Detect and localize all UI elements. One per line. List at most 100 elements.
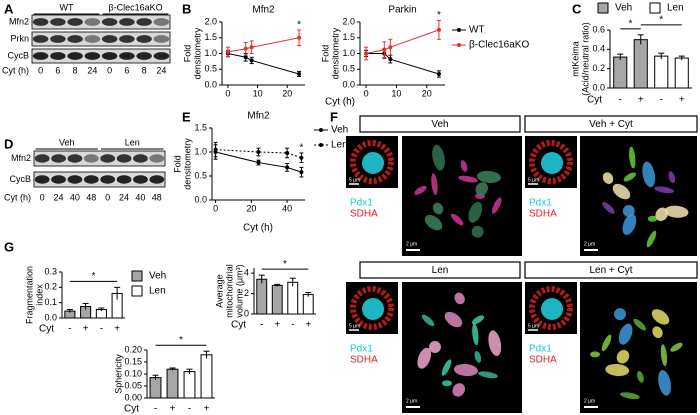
x-axis-label: Cyt (h) <box>243 223 273 234</box>
lane-label: 48 <box>86 192 96 202</box>
panel-letter: B <box>182 1 191 16</box>
blot-band <box>136 35 152 43</box>
y-axis-label: Fold <box>172 155 182 173</box>
bar <box>149 377 162 399</box>
point <box>285 150 290 155</box>
x-tick-label: + <box>679 95 685 106</box>
scale-label: 2 μm <box>406 241 417 247</box>
x-tick-label: - <box>619 95 622 106</box>
legend-swatch <box>649 2 661 14</box>
lane-label: 0 <box>105 192 110 202</box>
y-tick-label: 0.0 <box>44 312 57 322</box>
x-tick-label: + <box>204 404 210 415</box>
blot-row-label: CycB <box>7 50 29 60</box>
x-tick-label: - <box>154 404 157 415</box>
blot-band <box>50 35 66 43</box>
pdx1-nucleus <box>362 298 384 320</box>
pdx1-nucleus <box>541 152 563 174</box>
bar <box>633 39 648 89</box>
mito-blob <box>458 175 478 183</box>
x-tick-label: - <box>100 324 103 335</box>
blot-band <box>133 175 148 184</box>
blot-strip <box>33 150 166 167</box>
y-tick-label: 0.0 <box>342 79 355 89</box>
y-tick-label: 0.4 <box>592 44 605 54</box>
lane-label: 0 <box>107 65 112 75</box>
y-tick-label: 0.20 <box>124 344 142 354</box>
y-axis-label: densitometry <box>330 27 340 79</box>
blot-band <box>34 175 50 184</box>
mito-blob <box>475 182 489 196</box>
blot-band <box>119 52 135 60</box>
blot-axis-label: Cyt (h) <box>2 65 29 75</box>
y-tick-label: 0.00 <box>124 392 142 402</box>
legend-label: Len <box>149 286 166 297</box>
blot-band <box>101 18 118 26</box>
lane-label: 8 <box>73 65 78 75</box>
significance: * <box>629 18 633 29</box>
blot-band <box>153 35 170 43</box>
x-tick-label: - <box>188 404 191 415</box>
x-tick-label: 20 <box>422 88 432 98</box>
significance: * <box>283 259 287 270</box>
mito-blob <box>590 351 601 358</box>
mito-blob <box>441 359 452 376</box>
x-axis-label: Cyt (h) <box>325 97 355 108</box>
blot-band <box>51 154 66 163</box>
y-tick-label: 1.0 <box>194 146 207 156</box>
mito-blob <box>660 344 668 367</box>
blot-band <box>153 18 170 26</box>
y-tick-label: 1.5 <box>194 122 207 132</box>
point <box>299 155 304 160</box>
blot-band <box>51 175 66 184</box>
image-header-box <box>359 115 521 133</box>
blot-band <box>32 52 49 60</box>
mito-blob <box>614 308 627 321</box>
scale-label: 5 μm <box>349 177 360 183</box>
y-axis-label: densitometry <box>192 27 202 79</box>
stain-label: SDHA <box>350 355 378 366</box>
lane-label: 6 <box>124 65 129 75</box>
mito-blob <box>629 146 636 169</box>
y-tick-label: 0.15 <box>124 356 142 366</box>
image-title: Veh + Cyt <box>589 119 633 130</box>
lane-label: 24 <box>156 65 166 75</box>
lane-label: 8 <box>142 65 147 75</box>
image-header-box <box>359 261 521 279</box>
mito-blob <box>670 342 683 352</box>
series-line <box>215 151 302 173</box>
y-tick-label: 2.0 <box>342 16 355 26</box>
x-tick-label: 40 <box>282 203 292 213</box>
y-tick-label: 0.5 <box>194 170 207 180</box>
y-axis-label: densitometry <box>182 138 192 190</box>
blot-band <box>149 154 165 163</box>
blot-band <box>32 35 49 43</box>
y-tick-label: 0.0 <box>194 194 207 204</box>
y-tick-label: 2 <box>244 288 249 298</box>
blot-band <box>100 154 116 163</box>
y-axis-label: mtKeima <box>570 41 580 77</box>
significance: * <box>92 271 96 282</box>
mito-blob <box>602 172 614 184</box>
y-tick-label: 0.0 <box>204 79 217 89</box>
mito-blob <box>637 371 644 383</box>
bar <box>200 354 213 399</box>
significance: * <box>299 143 303 154</box>
y-tick-label: 0.3 <box>44 266 57 276</box>
sdha-ring <box>350 286 394 330</box>
x-tick-label: 20 <box>282 88 292 98</box>
mito-blob <box>620 392 640 400</box>
x-tick-label: + <box>638 95 644 106</box>
series-line <box>366 53 440 75</box>
stain-label: Pdx1 <box>529 344 552 355</box>
x-tick-label: 0 <box>364 88 369 98</box>
x-tick-label: 10 <box>253 88 263 98</box>
blot-band <box>83 154 99 163</box>
lane-label: 24 <box>119 192 129 202</box>
mito-blob <box>664 205 689 218</box>
y-tick-label: 0.2 <box>44 282 57 292</box>
y-axis-label: Average <box>214 274 224 307</box>
stain-label: SDHA <box>350 209 378 220</box>
panel-letter: D <box>4 136 13 151</box>
y-tick-label: 1.0 <box>342 48 355 58</box>
